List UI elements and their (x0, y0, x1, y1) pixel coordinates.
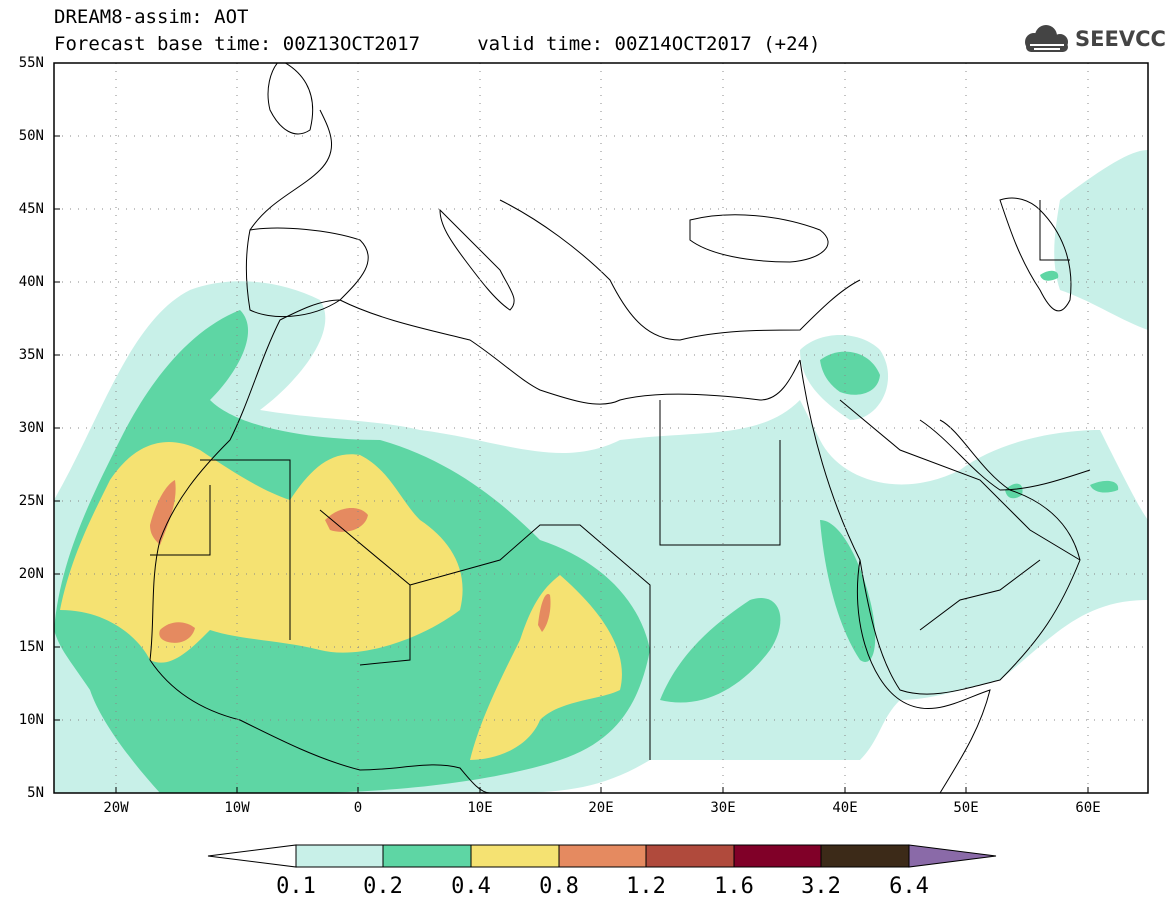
lat-label: 45N (18, 201, 44, 217)
lon-label: 60E (1075, 800, 1101, 816)
colorbar-label: 0.4 (451, 874, 491, 899)
colorbar-label: 0.1 (276, 874, 316, 899)
colorbar-label: 0.2 (363, 874, 403, 899)
lon-label: 20E (588, 800, 614, 816)
lon-label: 30E (710, 800, 736, 816)
lat-label: 15N (18, 639, 44, 655)
lat-label: 40N (18, 274, 44, 290)
colorbar-bin-7 (820, 844, 910, 868)
colorbar-label: 1.2 (626, 874, 666, 899)
colorbar-bin-6 (733, 844, 822, 868)
colorbar (207, 844, 997, 868)
lon-label: 0 (353, 800, 363, 816)
lon-label: 50E (953, 800, 979, 816)
colorbar-label: 0.8 (539, 874, 579, 899)
lon-label: 10E (467, 800, 493, 816)
grid (54, 63, 1148, 793)
lat-label: 35N (18, 347, 44, 363)
lon-label: 40E (832, 800, 858, 816)
chart-title-line1: DREAM8-assim: AOT (54, 6, 249, 28)
lat-label: 50N (18, 128, 44, 144)
colorbar-bin-5 (645, 844, 735, 868)
aot-field (54, 150, 1148, 793)
colorbar-arrow-high (908, 844, 997, 868)
lat-label: 55N (18, 55, 44, 71)
lat-label: 20N (18, 566, 44, 582)
lon-label: 20W (103, 800, 129, 816)
lat-label: 25N (18, 493, 44, 509)
lat-label: 10N (18, 712, 44, 728)
lat-label: 5N (27, 785, 44, 801)
colorbar-bin-3 (470, 844, 560, 868)
colorbar-bin-1 (295, 844, 384, 868)
colorbar-bin-4 (558, 844, 647, 868)
cloud-icon (1025, 25, 1068, 52)
chart-title-line2: Forecast base time: 00Z13OCT2017 valid t… (54, 33, 821, 55)
colorbar-label: 3.2 (801, 874, 841, 899)
colorbar-label: 6.4 (889, 874, 929, 899)
logo-text: SEEVCCC (1075, 27, 1165, 51)
lon-label: 10W (224, 800, 250, 816)
axis-ticks (54, 62, 1089, 794)
colorbar-arrow-low (207, 844, 297, 868)
coastlines (149, 63, 1091, 793)
colorbar-label: 1.6 (714, 874, 754, 899)
colorbar-bin-2 (382, 844, 472, 868)
lat-label: 30N (18, 420, 44, 436)
